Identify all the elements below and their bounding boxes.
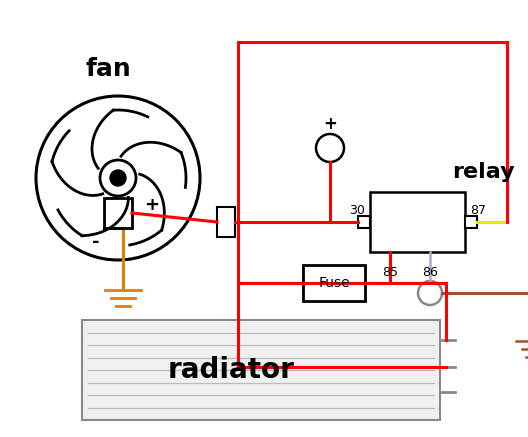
Text: 86: 86	[422, 266, 438, 279]
Bar	[82, 320, 440, 420]
Text: 30: 30	[349, 204, 365, 216]
Text: -: -	[92, 233, 100, 251]
Bar	[217, 207, 235, 237]
Bar	[358, 216, 370, 228]
Text: fan: fan	[85, 57, 131, 81]
Bar	[465, 216, 477, 228]
Text: radiator: radiator	[167, 356, 295, 384]
Text: Fuse: Fuse	[318, 276, 350, 290]
Circle shape	[110, 170, 126, 186]
Text: 85: 85	[382, 266, 398, 279]
Text: relay: relay	[451, 162, 514, 182]
Bar	[370, 192, 465, 252]
Text: +: +	[323, 115, 337, 133]
Bar	[104, 198, 132, 228]
Bar	[303, 265, 365, 301]
Text: 87: 87	[470, 204, 486, 216]
Text: +: +	[145, 196, 159, 214]
